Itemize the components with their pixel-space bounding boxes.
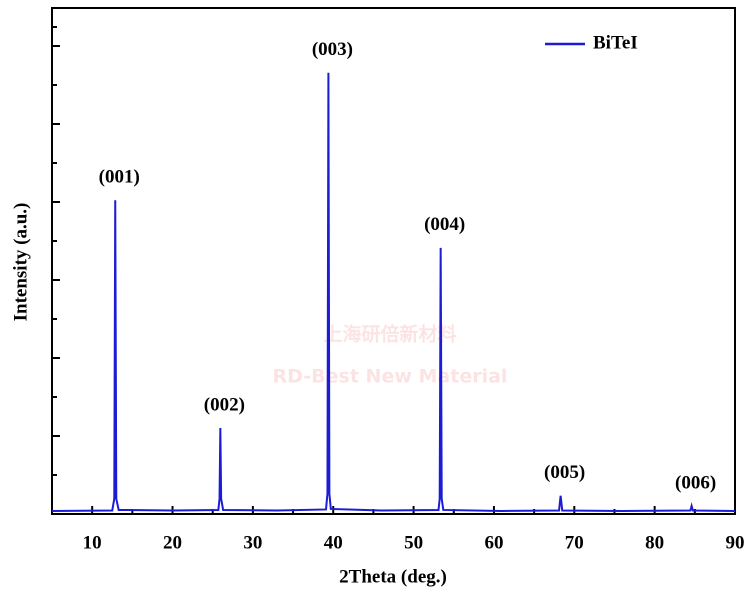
peak-label: (006) bbox=[675, 472, 716, 493]
peak-label: (004) bbox=[424, 214, 465, 235]
x-tick-label: 70 bbox=[565, 532, 584, 553]
x-tick-label: 90 bbox=[726, 532, 745, 553]
series-line bbox=[51, 72, 736, 512]
peak-label: (003) bbox=[312, 39, 353, 60]
peak-label: (001) bbox=[99, 167, 140, 188]
x-tick-label: 10 bbox=[83, 532, 102, 553]
x-tick-label: 50 bbox=[404, 532, 423, 553]
x-tick-label: 80 bbox=[645, 532, 664, 553]
plot-frame bbox=[51, 7, 736, 515]
y-axis-ticks bbox=[52, 26, 60, 476]
peak-label: (005) bbox=[544, 462, 585, 483]
peak-label: (002) bbox=[204, 394, 245, 415]
x-tick-label: 30 bbox=[243, 532, 262, 553]
watermark: 上海研倍新材料 bbox=[323, 323, 456, 346]
x-axis-label: 2Theta (deg.) bbox=[339, 566, 447, 587]
watermark: RD-Best New Material bbox=[273, 366, 508, 388]
x-tick-label: 20 bbox=[163, 532, 182, 553]
x-tick-label: 60 bbox=[484, 532, 503, 553]
x-tick-label: 40 bbox=[324, 532, 343, 553]
y-axis-label: Intensity (a.u.) bbox=[10, 203, 31, 322]
legend-label: BiTeI bbox=[593, 32, 638, 53]
